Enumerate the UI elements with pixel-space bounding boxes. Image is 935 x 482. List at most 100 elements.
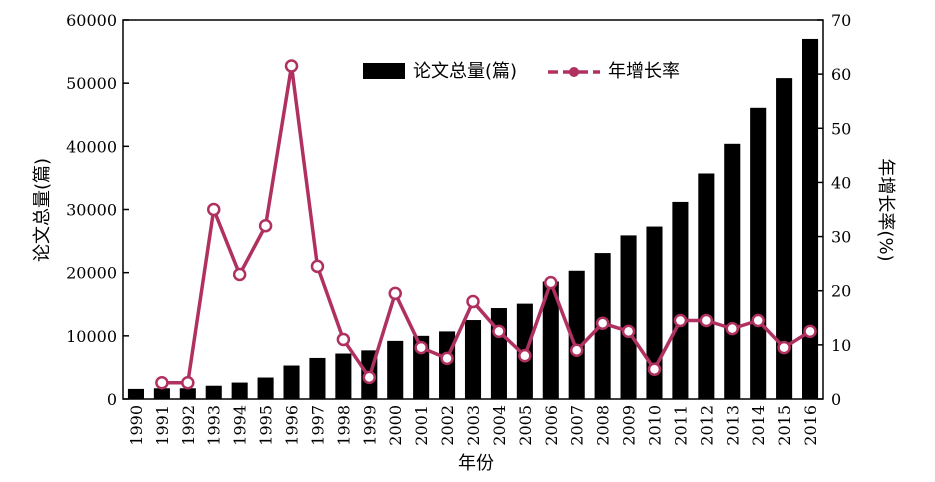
y-right-tick-label: 20 — [831, 282, 851, 301]
x-tick-label: 2010 — [645, 405, 664, 446]
x-tick-label: 1991 — [153, 405, 172, 446]
growth-rate-point-1993 — [206, 202, 221, 217]
legend-bar-label: 论文总量(篇) — [413, 61, 517, 82]
growth-rate-point-2007 — [569, 343, 584, 358]
y-right-tick-label: 70 — [831, 11, 851, 30]
x-tick-label: 1998 — [334, 405, 353, 446]
legend-line-marker — [569, 67, 579, 77]
x-tick-label: 2014 — [749, 405, 768, 446]
x-tick-label: 2015 — [775, 405, 794, 446]
growth-rate-point-2009 — [621, 324, 636, 339]
x-tick-label: 1992 — [179, 405, 198, 446]
x-tick-label: 2003 — [464, 405, 483, 446]
x-axis-label: 年份 — [458, 453, 494, 474]
legend-line-label: 年增长率 — [608, 61, 680, 82]
growth-rate-point-2002 — [440, 351, 454, 366]
bar-1993 — [205, 385, 222, 399]
y-left-tick-label: 0 — [107, 390, 117, 409]
bar-2014 — [750, 107, 767, 399]
legend-bar-swatch — [363, 63, 405, 79]
line-layer — [155, 59, 817, 390]
x-tick-label: 2009 — [620, 405, 639, 446]
x-tick-label: 1999 — [360, 405, 379, 446]
x-tick-label: 2004 — [490, 405, 509, 446]
x-tick-label: 2016 — [801, 405, 820, 446]
y-left-tick-label: 20000 — [66, 264, 117, 283]
x-tick-label: 2007 — [568, 405, 587, 446]
bar-2009 — [620, 235, 637, 399]
bar-1996 — [283, 365, 300, 399]
bar-2012 — [698, 173, 715, 399]
growth-rate-point-1992 — [181, 376, 195, 390]
y-right-tick-label: 0 — [831, 390, 841, 409]
growth-rate-point-2005 — [518, 348, 532, 363]
bars-layer — [127, 38, 819, 399]
growth-rate-point-2012 — [699, 313, 714, 328]
bar-2011 — [672, 201, 689, 399]
x-tick-label: 1996 — [283, 405, 302, 446]
axes-layer: 0 10000 20000 30000 40000 50000 60000 0 10 20 30 40… — [66, 11, 851, 446]
growth-rate-point-1999 — [362, 370, 377, 385]
growth-rate-point-1994 — [232, 267, 247, 282]
y-right-tick-label: 30 — [831, 228, 851, 247]
growth-rate-point-2000 — [388, 286, 402, 301]
growth-rate-point-2001 — [414, 340, 428, 355]
growth-rate-point-2010 — [647, 362, 662, 376]
x-tick-label: 2011 — [671, 405, 690, 446]
growth-rate-point-2011 — [673, 313, 688, 328]
y-axis-right-label: 年增长率(%) — [875, 158, 896, 261]
growth-rate-point-1997 — [310, 259, 325, 274]
y-right-tick-label: 60 — [831, 65, 851, 84]
bar-2016 — [802, 38, 819, 399]
y-right-tick-label: 10 — [831, 336, 851, 355]
growth-rate-point-2014 — [751, 313, 765, 328]
bar-2010 — [646, 226, 663, 399]
y-right-tick-label: 40 — [831, 173, 851, 192]
legend: 论文总量(篇) 年增长率 — [363, 61, 680, 82]
bar-2015 — [776, 78, 793, 399]
bar-2000 — [387, 340, 404, 399]
x-tick-label: 2005 — [516, 405, 535, 446]
y-left-tick-label: 40000 — [66, 137, 117, 156]
x-tick-label: 2008 — [594, 405, 613, 446]
y-left-tick-label: 60000 — [66, 11, 117, 30]
growth-rate-point-2016 — [803, 324, 817, 339]
growth-rate-point-2006 — [544, 275, 558, 290]
growth-rate-point-2015 — [777, 340, 791, 355]
bar-2004 — [490, 308, 507, 399]
bar-1997 — [309, 357, 326, 399]
x-tick-label: 1990 — [127, 405, 146, 446]
growth-rate-point-2004 — [492, 324, 506, 339]
growth-rate-point-1991 — [155, 376, 169, 390]
x-tick-label: 2013 — [723, 405, 742, 446]
y-right-tick-label: 50 — [831, 119, 851, 138]
bar-2006 — [542, 281, 559, 399]
x-tick-label: 2001 — [412, 405, 431, 446]
x-tick-label: 1993 — [205, 405, 224, 446]
growth-rate-point-1996 — [284, 59, 299, 73]
x-tick-label: 1997 — [308, 405, 327, 446]
x-tick-label: 2006 — [542, 405, 561, 446]
bar-2002 — [439, 331, 456, 399]
bar-1995 — [257, 377, 274, 399]
x-tick-label: 1995 — [257, 405, 276, 446]
y-left-tick-label: 10000 — [66, 327, 117, 346]
y-left-tick-label: 50000 — [66, 74, 117, 93]
growth-rate-point-2008 — [595, 316, 610, 330]
bar-1998 — [335, 353, 352, 399]
growth-rate-point-1998 — [336, 332, 351, 347]
growth-rate-point-2013 — [725, 321, 740, 336]
bar-2003 — [464, 320, 482, 399]
x-tick-label: 2000 — [386, 405, 405, 446]
y-axis-left-label: 论文总量(篇) — [32, 158, 53, 262]
x-tick-label: 2002 — [438, 405, 457, 446]
bar-2013 — [724, 143, 741, 399]
bar-2007 — [568, 270, 585, 399]
bar-1994 — [231, 382, 248, 399]
growth-rate-point-1995 — [258, 218, 273, 233]
growth-rate-point-2003 — [466, 294, 480, 309]
x-tick-label: 2012 — [697, 405, 716, 446]
x-tick-label: 1994 — [231, 405, 250, 446]
